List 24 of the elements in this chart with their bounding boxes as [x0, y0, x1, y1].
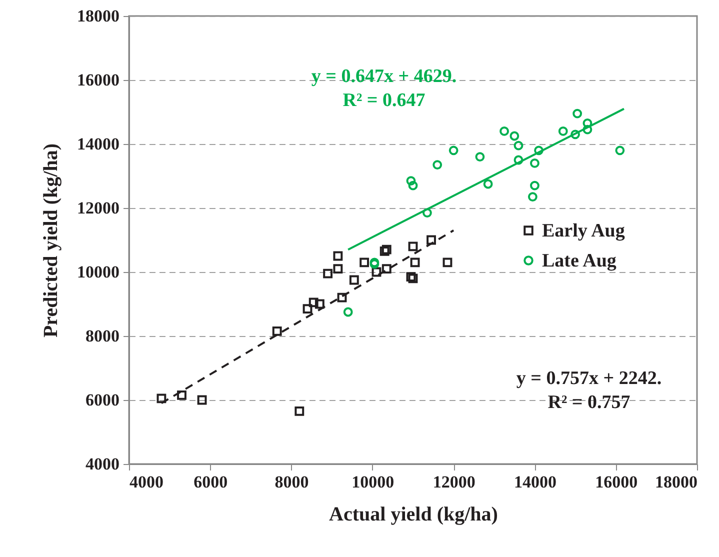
y-tick-label: 18000 [77, 6, 120, 26]
y-tick-label: 6000 [86, 390, 120, 410]
y-tick-label: 14000 [77, 134, 120, 154]
legend-label: Late Aug [542, 250, 617, 272]
x-tick-label: 12000 [432, 472, 476, 492]
y-tick-label: 12000 [77, 198, 120, 218]
y-axis-title: Predicted yield (kg/ha) [40, 143, 62, 338]
annotation: y = 0.647x + 4629. [311, 66, 457, 87]
x-tick-label: 10000 [352, 472, 394, 492]
annotation: y = 0.757x + 2242. [516, 368, 662, 389]
x-tick-label: 16000 [595, 472, 638, 492]
x-tick-label: 18000 [655, 472, 698, 492]
y-tick-label: 8000 [86, 326, 120, 346]
y-tick-label: 4000 [86, 454, 120, 474]
y-tick-label: 16000 [77, 70, 120, 90]
annotation: R² = 0.647 [342, 90, 426, 111]
y-tick-label: 10000 [77, 262, 120, 282]
x-tick-label: 4000 [130, 472, 164, 492]
x-tick-label: 8000 [274, 472, 309, 492]
legend-label: Early Aug [542, 220, 626, 242]
x-tick-label: 6000 [194, 472, 228, 492]
x-axis-title: Actual yield (kg/ha) [329, 504, 498, 526]
annotation: R² = 0.757 [548, 392, 631, 413]
x-tick-label: 14000 [514, 472, 556, 492]
